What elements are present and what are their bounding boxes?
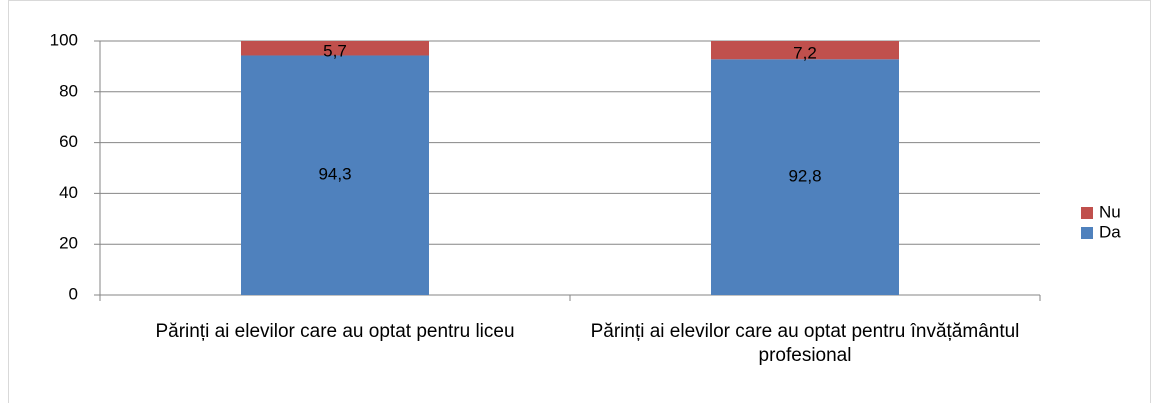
value-label: 92,8 [788,167,821,186]
y-tick-label: 60 [59,132,78,151]
bar-segment [241,41,429,56]
chart-border [8,0,1151,403]
x-tick-label: Părinți ai elevilor care au optat pentru… [155,321,515,342]
y-tick-label: 0 [69,284,78,303]
legend-swatch [1081,227,1093,239]
value-label: 7,2 [793,44,817,63]
y-tick-label: 100 [50,30,78,49]
value-label: 94,3 [318,165,351,184]
legend-swatch [1081,207,1093,219]
bar-segment [711,59,899,296]
bar-segment [711,41,899,60]
y-tick-label: 80 [59,81,78,100]
y-tick-label: 20 [59,234,78,253]
y-tick-label: 40 [59,183,78,202]
legend-label: Nu [1099,202,1121,221]
value-label: 5,7 [323,42,347,61]
bar-segment [241,55,429,296]
legend-label: Da [1099,222,1121,241]
x-tick-label: Părinți ai elevilor care au optat pentru… [590,321,1020,366]
